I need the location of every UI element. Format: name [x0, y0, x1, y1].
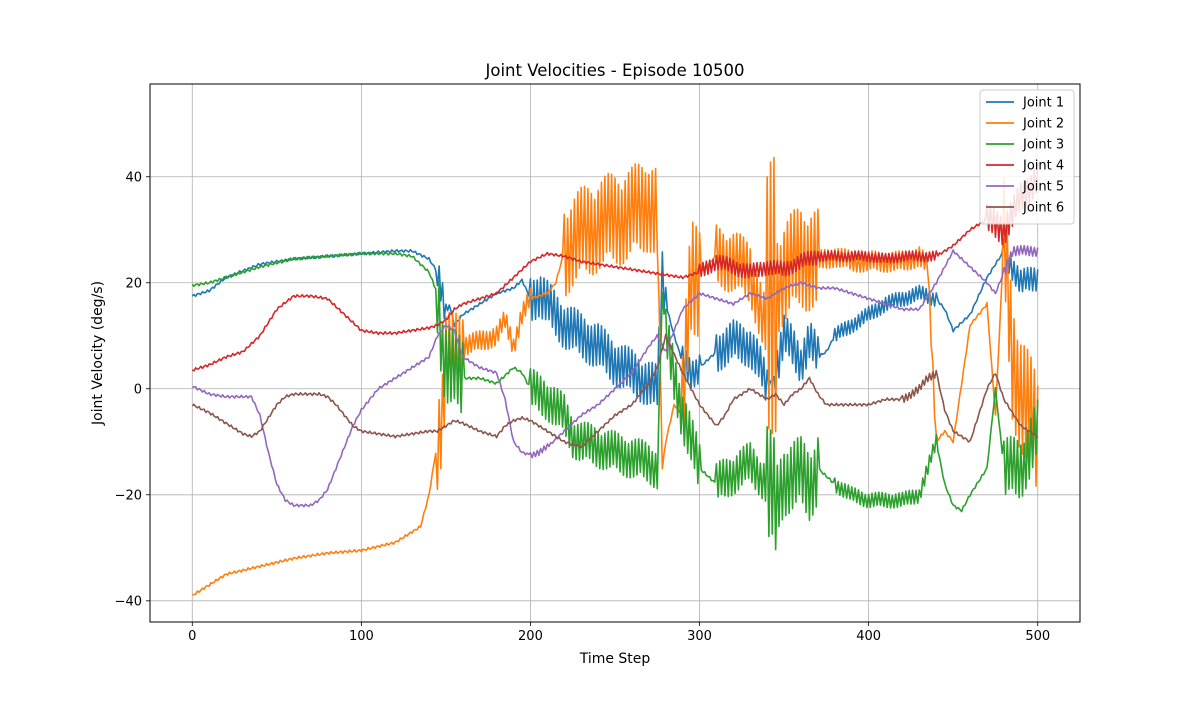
chart-title: Joint Velocities - Episode 10500 — [485, 61, 745, 80]
axes-frame — [149, 83, 1081, 623]
series-line-6 — [191, 333, 1039, 449]
y-tick-label: −40 — [115, 594, 142, 609]
legend-label: Joint 2 — [1022, 117, 1064, 132]
legend-label: Joint 3 — [1022, 138, 1064, 153]
series-line-4 — [191, 162, 1039, 372]
y-tick-label: −20 — [115, 488, 142, 503]
y-axis-label: Joint Velocity (deg/s) — [90, 281, 106, 426]
grid — [150, 84, 1080, 622]
x-tick-label: 500 — [1025, 629, 1050, 644]
x-axis-label: Time Step — [579, 651, 651, 667]
series-line-5 — [192, 244, 1039, 508]
legend-label: Joint 4 — [1022, 159, 1064, 174]
y-tick-label: 40 — [125, 170, 142, 185]
legend-label: Joint 5 — [1022, 180, 1064, 195]
x-tick-label: 200 — [518, 629, 543, 644]
x-tick-label: 0 — [188, 629, 196, 644]
axis-ticks: 0 100 200 300 400 500 −40 −20 0 20 40 — [115, 170, 1051, 644]
legend-label: Joint 1 — [1022, 96, 1064, 111]
y-tick-label: 20 — [125, 276, 142, 291]
y-tick-label: 0 — [134, 382, 142, 397]
x-tick-label: 400 — [856, 629, 881, 644]
legend: Joint 1 Joint 2 Joint 3 Joint 4 Joint 5 Joint… — [979, 89, 1075, 225]
x-tick-label: 300 — [687, 629, 712, 644]
x-tick-label: 100 — [349, 629, 374, 644]
series-line-3 — [191, 251, 1039, 551]
legend-label: Joint 6 — [1022, 201, 1064, 216]
plot-lines — [191, 156, 1039, 596]
